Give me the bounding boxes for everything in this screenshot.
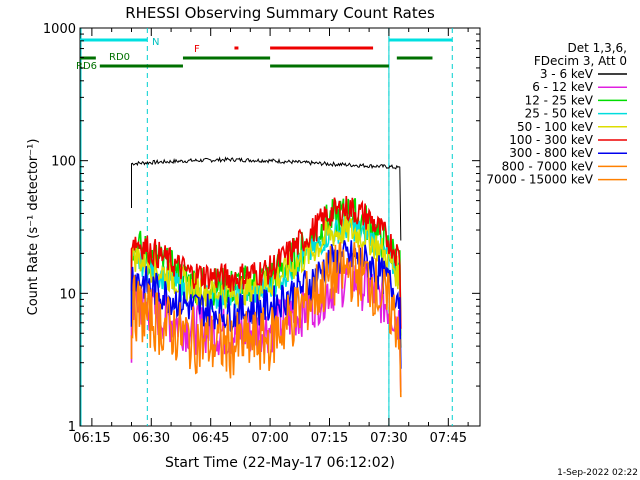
series-line-100-300-keV [130,195,402,329]
legend-label: 12 - 25 keV [525,93,594,107]
y-tick-label: 100 [51,155,76,170]
legend-label: 6 - 12 keV [532,80,594,94]
chart-title: RHESSI Observing Summary Count Rates [125,4,435,22]
legend-label: 50 - 100 keV [517,120,594,134]
y-tick-label: 10 [59,287,76,302]
y-tick-label: 1000 [43,22,76,37]
x-tick-label: 06:45 [192,431,229,446]
y-axis-label: Count Rate (s⁻¹ detector⁻¹) [26,139,41,316]
plot-frame [79,27,481,427]
plot-area [79,27,481,427]
legend-label: 3 - 6 keV [540,67,594,81]
y-axis: 1 10 100 1000 [43,22,480,435]
legend-label: 25 - 50 keV [525,107,594,121]
series-line-800-7000-keV [130,241,402,398]
x-tick-label: 07:15 [311,431,348,446]
series-line-3-6-keV [131,156,402,241]
x-tick-label: 07:30 [370,431,407,446]
y-tick-label: 1 [68,420,76,435]
night-flag-label: N [152,37,159,48]
flare-flag-label: F [194,44,200,55]
data-series [130,156,402,398]
legend-label: 800 - 7000 keV [502,159,594,173]
legend-header-line-1: Det 1,3,6, [568,41,628,55]
x-tick-label: 07:00 [251,431,288,446]
x-axis: 06:15 06:30 06:45 07:00 07:15 07:30 07:45 [73,28,469,446]
saa-flag-label: RD0 [109,52,130,63]
x-axis-label: Start Time (22-May-17 06:12:02) [165,455,395,471]
x-tick-label: 06:30 [133,431,170,446]
decimation-flag-label: RD6 [76,61,97,72]
x-tick-label: 07:45 [430,431,467,446]
legend-label: 300 - 800 keV [509,146,593,160]
legend-label: 100 - 300 keV [509,133,593,147]
footer-date: 1-Sep-2022 02:22 [557,468,638,478]
legend-label: 7000 - 15000 keV [486,173,593,187]
instrument-flags: N F RD0 RD6 [76,28,453,426]
x-tick-label: 06:15 [73,431,110,446]
legend-header-line-2: FDecim 3, Att 0 [534,54,627,68]
